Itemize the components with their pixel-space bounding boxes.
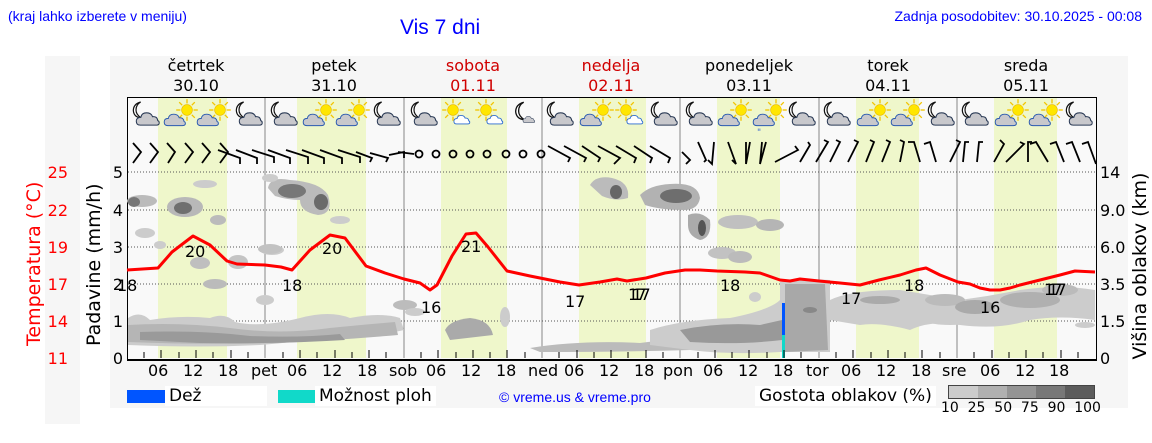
hour-tick: 06 bbox=[564, 361, 585, 380]
temp-tick: 14 bbox=[47, 312, 68, 331]
temperature-axis-title: Temperatura (°C) bbox=[23, 181, 45, 346]
density-tick: 10 bbox=[941, 400, 959, 416]
svg-text:18: 18 bbox=[117, 276, 137, 295]
hour-tick: 06 bbox=[148, 361, 169, 380]
weather-icons: " bbox=[132, 98, 1093, 138]
hour-tick: 18 bbox=[773, 361, 794, 380]
svg-text:18: 18 bbox=[720, 276, 740, 295]
day-label-2: sobota 01.11 bbox=[445, 56, 501, 95]
wind-barbs bbox=[132, 139, 1097, 166]
daylight-bands bbox=[158, 98, 1057, 358]
hour-tick: 12 bbox=[183, 361, 204, 380]
hour-tick: 12 bbox=[1015, 361, 1036, 380]
hour-tick: 18 bbox=[218, 361, 239, 380]
day-abbr: pon bbox=[663, 361, 694, 380]
precipitation-axis-title: Padavine (mm/h) bbox=[83, 183, 105, 346]
hour-tick: 06 bbox=[703, 361, 724, 380]
day-label-6: sreda 05.11 bbox=[1003, 56, 1049, 95]
page-title: Vis 7 dni bbox=[400, 16, 481, 39]
grid-lines bbox=[128, 171, 1095, 322]
svg-text:20: 20 bbox=[322, 239, 342, 258]
rain-legend-label: Dež bbox=[165, 386, 267, 406]
rain-legend-swatch bbox=[127, 390, 175, 403]
svg-text:20: 20 bbox=[185, 242, 205, 261]
day-label-0: četrtek 30.10 bbox=[167, 56, 225, 95]
day-label-3: nedelja 02.11 bbox=[581, 56, 641, 95]
x-ticks bbox=[143, 350, 1079, 358]
density-tick: 75 bbox=[1020, 400, 1039, 416]
day-label-5: torek 04.11 bbox=[865, 56, 911, 95]
shower-legend-swatch bbox=[278, 390, 326, 403]
hour-tick: 18 bbox=[911, 361, 932, 380]
hour-tick: 18 bbox=[357, 361, 378, 380]
cloud-height-tick: 6.0 bbox=[1100, 238, 1126, 257]
cloud-density-ticks: 10 25 50 75 90 100 bbox=[941, 400, 1101, 416]
cloud-height-tick: 14 bbox=[1100, 163, 1121, 182]
hour-tick: 18 bbox=[1049, 361, 1070, 380]
hour-tick: 18 bbox=[496, 361, 517, 380]
svg-text:17: 17 bbox=[841, 289, 861, 308]
temp-tick: 11 bbox=[47, 349, 68, 368]
temp-tick: 25 bbox=[47, 163, 68, 182]
cloud-height-tick: 0 bbox=[1100, 349, 1111, 368]
svg-text:21: 21 bbox=[461, 237, 481, 256]
last-update: Zadnja posodobitev: 30.10.2025 - 00:08 bbox=[894, 8, 1142, 24]
precip-tick: 3 bbox=[112, 238, 123, 257]
cloud-height-tick: 3.5 bbox=[1100, 275, 1126, 294]
svg-text:17: 17 bbox=[565, 292, 585, 311]
cloud-height-axis-title: Višina oblakov (km) bbox=[1129, 172, 1151, 360]
precip-tick: 1 bbox=[112, 312, 123, 331]
precip-tick: 2 bbox=[112, 275, 123, 294]
hour-tick: 12 bbox=[876, 361, 897, 380]
density-tick: 25 bbox=[967, 400, 986, 416]
hour-tick: 12 bbox=[322, 361, 343, 380]
region-hint: (kraj lahko izberete v meniju) bbox=[8, 8, 187, 24]
temp-tick: 22 bbox=[47, 201, 68, 220]
temp-tick: 17 bbox=[47, 275, 68, 294]
day-abbr: ned bbox=[528, 361, 559, 380]
density-tick: 100 bbox=[1074, 400, 1101, 416]
day-label-1: petek 31.10 bbox=[311, 56, 357, 95]
cloud-density-label: Gostota oblakov (%) bbox=[755, 386, 936, 406]
temperature-axis-panel bbox=[45, 56, 80, 424]
temp-tick: 19 bbox=[47, 238, 68, 257]
hour-tick: 06 bbox=[287, 361, 308, 380]
cloud-density-scale bbox=[948, 385, 1095, 399]
svg-text:18: 18 bbox=[904, 276, 924, 295]
shower-legend-label: Možnost ploh bbox=[315, 386, 436, 406]
svg-text:": " bbox=[757, 128, 761, 138]
rain-bar bbox=[782, 303, 785, 335]
density-tick: 90 bbox=[1047, 400, 1066, 416]
day-abbr: sob bbox=[389, 361, 418, 380]
svg-text:16: 16 bbox=[980, 298, 1000, 317]
cloud-density-layer bbox=[127, 174, 1095, 354]
svg-text:1177: 1177 bbox=[628, 285, 650, 304]
day-label-4: ponedeljek 03.11 bbox=[705, 56, 793, 95]
shower-bar bbox=[782, 335, 785, 358]
hour-tick: 12 bbox=[599, 361, 620, 380]
hour-tick: 06 bbox=[841, 361, 862, 380]
day-abbr: sre bbox=[942, 361, 967, 380]
hour-tick: 12 bbox=[461, 361, 482, 380]
cloud-height-tick: 9.0 bbox=[1100, 201, 1126, 220]
hour-tick: 12 bbox=[738, 361, 759, 380]
hour-tick: 06 bbox=[980, 361, 1001, 380]
precip-tick: 5 bbox=[112, 163, 123, 182]
precip-tick: 0 bbox=[112, 349, 123, 368]
day-abbr: tor bbox=[806, 361, 829, 380]
precip-tick: 4 bbox=[112, 201, 123, 220]
density-tick: 50 bbox=[994, 400, 1013, 416]
day-abbr: pet bbox=[251, 361, 278, 380]
copyright-link[interactable]: © vreme.us & vreme.pro bbox=[499, 389, 651, 405]
temperature-line bbox=[126, 231, 1096, 292]
svg-text:16: 16 bbox=[421, 298, 441, 317]
svg-text:18: 18 bbox=[282, 276, 302, 295]
hour-tick: 18 bbox=[634, 361, 655, 380]
hour-tick: 06 bbox=[426, 361, 447, 380]
cloud-height-tick: 1.5 bbox=[1100, 312, 1126, 331]
